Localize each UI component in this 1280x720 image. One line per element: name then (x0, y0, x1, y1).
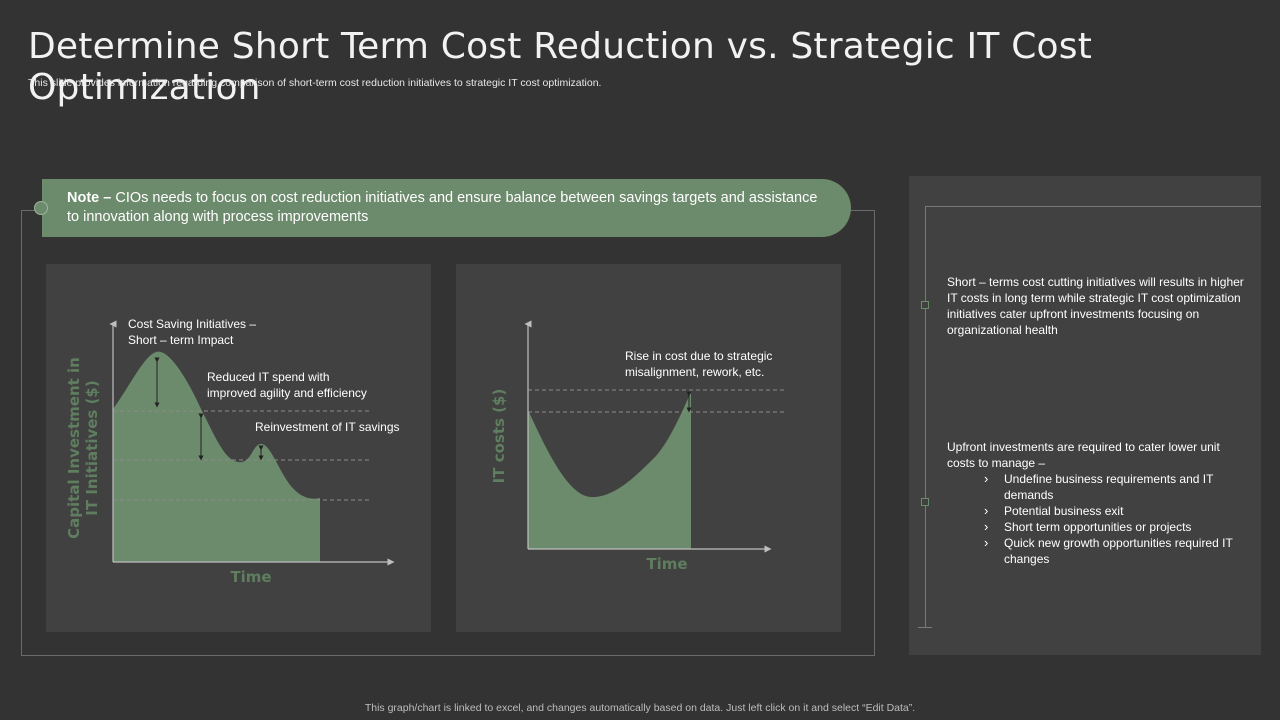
page-subtitle: This slide provides information regardin… (28, 77, 602, 89)
right-info-panel (909, 176, 1261, 655)
note-label: Note – (67, 190, 112, 206)
short-term-description: Short – terms cost cutting initiatives w… (947, 275, 1244, 337)
right-connector-top (925, 206, 1261, 207)
marker-block2 (921, 498, 929, 506)
page-title: Determine Short Term Cost Reduction vs. … (28, 26, 1093, 108)
y-axis-label-2: IT Initiatives ($) (83, 380, 101, 515)
annotation-cost-saving-2: Short – term Impact (128, 333, 234, 347)
strategic-chart: Rise in cost due to strategic misalignme… (490, 320, 786, 573)
upfront-bullet-list: Undefine business requirements and IT de… (947, 471, 1245, 567)
bullet-item: Undefine business requirements and IT de… (947, 471, 1245, 503)
annotation-reinvestment: Reinvestment of IT savings (255, 420, 400, 434)
x-axis-label: Time (646, 555, 687, 573)
it-cost-area (528, 392, 691, 549)
cost-saving-area (113, 351, 320, 562)
strategic-chart-panel: Rise in cost due to strategic misalignme… (456, 264, 841, 632)
note-text: CIOs needs to focus on cost reduction in… (67, 190, 818, 225)
short-term-chart-panel: Cost Saving Initiatives – Short – term I… (46, 264, 431, 632)
footer-note: This graph/chart is linked to excel, and… (364, 702, 916, 714)
annotation-cost-saving-1: Cost Saving Initiatives – (128, 317, 256, 331)
marker-block1 (921, 301, 929, 309)
y-axis-label: IT costs ($) (490, 389, 508, 484)
annotation-rise-1: Rise in cost due to strategic (625, 349, 772, 363)
annotation-reduced-spend-1: Reduced IT spend with (207, 370, 330, 384)
bullet-item: Potential business exit (947, 503, 1245, 519)
annotation-reduced-spend-2: improved agility and efficiency (207, 386, 367, 400)
short-term-chart: Cost Saving Initiatives – Short – term I… (65, 317, 400, 586)
upfront-investments-block: Upfront investments are required to cate… (947, 439, 1245, 567)
y-axis-label-1: Capital Investment in (65, 357, 83, 539)
annotation-rise-2: misalignment, rework, etc. (625, 365, 764, 379)
bullet-item: Quick new growth opportunities required … (947, 535, 1245, 567)
x-axis-label: Time (230, 568, 271, 586)
right-connector-vertical (925, 206, 926, 628)
bullet-item: Short term opportunities or projects (947, 519, 1245, 535)
right-connector-bottom (918, 627, 932, 628)
note-banner: Note – CIOs needs to focus on cost reduc… (42, 179, 851, 237)
note-dot (34, 201, 48, 215)
upfront-intro: Upfront investments are required to cate… (947, 440, 1220, 470)
